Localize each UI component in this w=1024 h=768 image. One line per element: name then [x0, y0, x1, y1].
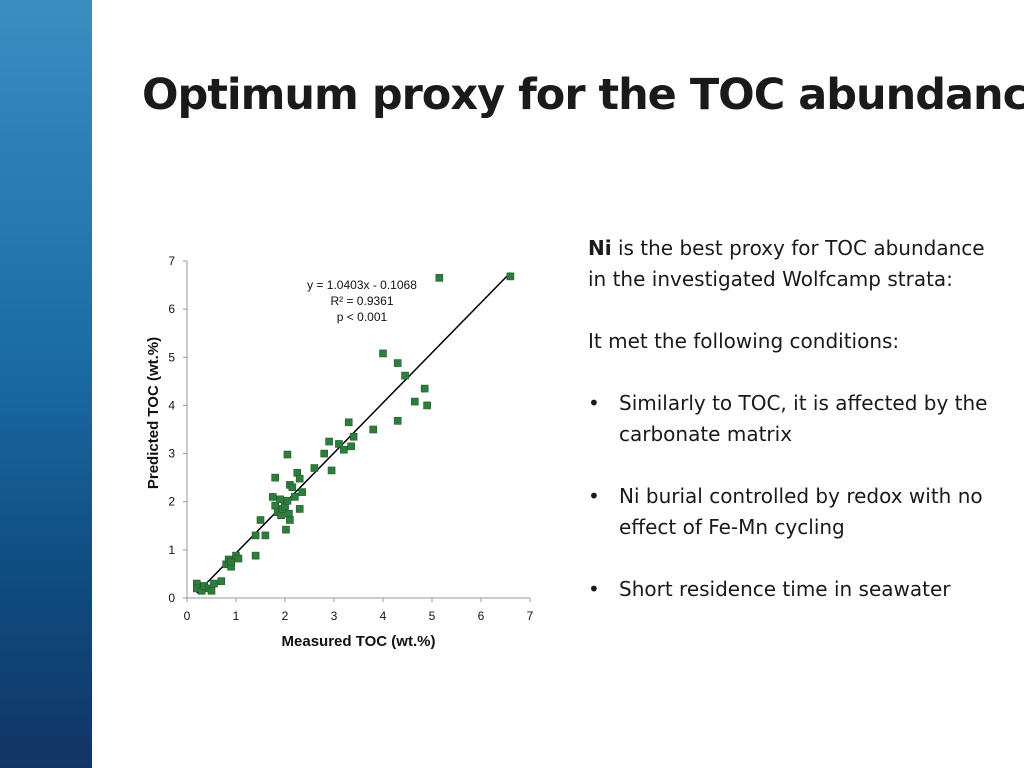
trend-line [196, 272, 511, 594]
data-point [217, 577, 226, 585]
annotation-line: y = 1.0403x - 0.1068 [307, 278, 417, 292]
x-axis-title: Measured TOC (wt.%) [282, 633, 436, 650]
lead-rest: is the best proxy for TOC abundance in t… [588, 236, 985, 291]
x-tick-label: 6 [478, 609, 485, 623]
y-tick-label: 3 [168, 447, 175, 461]
data-point [207, 586, 216, 595]
annotation-line: p < 0.001 [337, 310, 388, 324]
data-point [276, 495, 284, 504]
data-point [283, 450, 292, 459]
chart-axes: 0 1 2 3 4 5 6 7 0 1 2 3 4 5 6 7 [168, 254, 533, 623]
x-tick-label: 3 [331, 609, 338, 623]
data-point [347, 442, 355, 451]
data-point [251, 551, 260, 560]
data-point [344, 418, 353, 427]
x-tick-label: 5 [429, 609, 436, 623]
bullet-mark: • [588, 391, 600, 415]
data-point [295, 474, 304, 483]
data-point [369, 425, 378, 434]
data-point [251, 531, 260, 540]
data-point [393, 359, 402, 367]
data-point [335, 440, 343, 448]
y-tick-label: 5 [168, 350, 175, 364]
y-axis-title: Predicted TOC (wt.%) [145, 337, 162, 489]
data-point [290, 493, 299, 501]
data-point [325, 437, 333, 446]
bullet-text: Similarly to TOC, it is affected by the … [619, 391, 988, 446]
bullet-item: • Ni burial controlled by redox with no … [588, 481, 1008, 543]
data-point [401, 371, 409, 380]
data-point [298, 488, 306, 496]
data-point [310, 464, 319, 472]
data-point [339, 445, 348, 454]
bullet-item: • Short residence time in seawater [588, 574, 1008, 605]
data-point [295, 505, 304, 513]
side-accent-bar [0, 0, 92, 768]
data-point [271, 473, 280, 482]
data-point [256, 516, 265, 524]
data-point [271, 501, 280, 510]
data-point [379, 349, 387, 358]
data-point [420, 384, 429, 393]
y-tick-label: 2 [168, 495, 175, 509]
data-point [349, 432, 358, 441]
lead-paragraph: Ni is the best proxy for TOC abundance i… [588, 233, 1008, 295]
annotation-line: R² = 0.9361 [330, 294, 393, 308]
bullet-text: Ni burial controlled by redox with no ef… [619, 484, 983, 539]
data-point [210, 579, 218, 588]
y-tick-label: 0 [168, 591, 175, 605]
data-point [288, 483, 297, 492]
data-point [227, 558, 235, 566]
bullet-mark: • [588, 484, 600, 508]
y-tick-label: 6 [168, 302, 175, 316]
conditions-intro: It met the following conditions: [588, 329, 900, 353]
data-point [286, 516, 294, 524]
x-tick-label: 7 [527, 609, 534, 623]
data-point [277, 511, 285, 519]
data-point [320, 449, 329, 458]
explanation-text: Ni is the best proxy for TOC abundance i… [588, 233, 1008, 636]
bullet-text: Short residence time in seawater [619, 577, 951, 601]
data-point [411, 397, 419, 406]
data-point [268, 493, 277, 501]
data-points [193, 272, 515, 595]
y-tick-label: 4 [168, 398, 175, 412]
data-point [506, 272, 515, 281]
regression-annotation: y = 1.0403x - 0.1068 R² = 0.9361 p < 0.001 [307, 278, 417, 324]
data-point [282, 525, 290, 534]
x-tick-label: 1 [233, 609, 240, 623]
data-point [234, 554, 243, 563]
data-point [261, 531, 270, 540]
data-point [285, 509, 293, 518]
data-point [283, 496, 292, 505]
bullet-mark: • [588, 577, 600, 601]
lead-bold: Ni [588, 236, 612, 260]
x-tick-label: 4 [380, 609, 387, 623]
x-tick-label: 2 [282, 609, 289, 623]
bullet-item: • Similarly to TOC, it is affected by th… [588, 388, 1008, 450]
data-point [435, 274, 444, 282]
data-point [423, 401, 431, 410]
data-point [327, 466, 336, 475]
y-tick-label: 1 [168, 543, 175, 557]
y-tick-label: 7 [168, 254, 175, 268]
slide-title: Optimum proxy for the TOC abundance [142, 70, 1024, 120]
x-tick-label: 0 [184, 609, 191, 623]
data-point [393, 417, 402, 425]
